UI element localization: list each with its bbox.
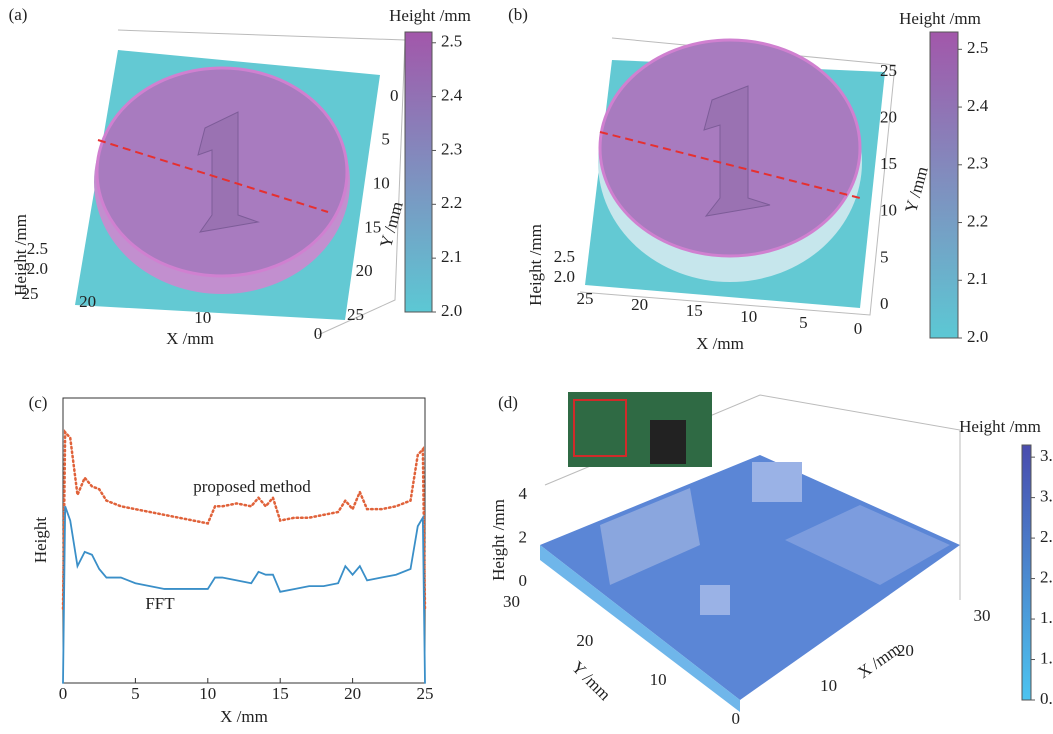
x-tick-label: 20 bbox=[344, 684, 361, 703]
colorbar-tick-label: 2.5 bbox=[441, 32, 462, 51]
x-tick-label: 5 bbox=[131, 684, 140, 703]
y-tick-label: 20 bbox=[880, 108, 897, 127]
colorbar-tick-label: 2.3 bbox=[967, 154, 988, 173]
colorbar-tick-label: 3.5 bbox=[1040, 446, 1053, 465]
series-line bbox=[63, 506, 425, 683]
plot-frame bbox=[63, 398, 425, 683]
pcb-render bbox=[540, 392, 960, 712]
x-axis-label: X /mm bbox=[854, 639, 904, 682]
x-tick-label: 0 bbox=[59, 684, 68, 703]
component bbox=[700, 585, 730, 615]
colorbar bbox=[405, 32, 432, 312]
x-tick-label: 15 bbox=[686, 301, 703, 320]
z-tick-label: 2.0 bbox=[27, 259, 48, 278]
y-tick-label: 30 bbox=[503, 592, 520, 611]
x-tick-label: 10 bbox=[820, 676, 837, 695]
colorbar-tick-label: 2.1 bbox=[441, 247, 462, 266]
z-axis-label: Height /mm bbox=[11, 214, 30, 296]
colorbar-tick-label: 2.3 bbox=[441, 139, 462, 158]
colorbar-tick-label: 2.4 bbox=[441, 86, 463, 105]
y-axis-label: Y /mm bbox=[376, 199, 407, 249]
x-axis-label: X /mm bbox=[696, 334, 744, 353]
z-tick-label: 0 bbox=[519, 571, 528, 590]
panel-label: (a) bbox=[9, 5, 28, 24]
colorbar bbox=[930, 32, 958, 338]
coin-render-b bbox=[580, 38, 895, 315]
colorbar-tick-label: 2.1 bbox=[967, 269, 988, 288]
panel-label: (b) bbox=[508, 5, 528, 24]
y-tick-label: 5 bbox=[880, 247, 889, 266]
z-tick-label: 4 bbox=[519, 484, 528, 503]
y-tick-label: 0 bbox=[880, 294, 889, 313]
y-tick-label: 25 bbox=[347, 305, 364, 324]
y-tick-label: 0 bbox=[732, 709, 741, 728]
series-label: proposed method bbox=[193, 477, 311, 496]
colorbar-tick-label: 2.5 bbox=[967, 38, 988, 57]
y-tick-label: 10 bbox=[880, 201, 897, 220]
y-tick-label: 10 bbox=[373, 174, 390, 193]
x-tick-label: 10 bbox=[199, 684, 216, 703]
y-tick-label: 5 bbox=[381, 130, 390, 149]
figure: (a)2520100X /mm0510152025Y /mm2.52.0Heig… bbox=[0, 0, 1053, 734]
x-tick-label: 0 bbox=[314, 324, 323, 343]
panel-label: (d) bbox=[498, 393, 518, 412]
colorbar-tick-label: 2.2 bbox=[967, 211, 988, 230]
x-tick-label: 25 bbox=[417, 684, 434, 703]
component bbox=[752, 462, 802, 502]
z-tick-label: 2 bbox=[519, 527, 528, 546]
colorbar-tick-label: 0.5 bbox=[1040, 689, 1053, 708]
x-tick-label: 0 bbox=[854, 319, 863, 338]
colorbar bbox=[1022, 445, 1031, 700]
x-tick-label: 10 bbox=[194, 308, 211, 327]
colorbar-tick-label: 2.5 bbox=[1040, 527, 1053, 546]
colorbar-tick-label: 3.0 bbox=[1040, 487, 1053, 506]
y-tick-label: 0 bbox=[390, 86, 399, 105]
panel-label: (c) bbox=[29, 393, 48, 412]
series-label: FFT bbox=[145, 594, 175, 613]
x-tick-label: 10 bbox=[740, 307, 757, 326]
y-tick-label: 10 bbox=[650, 670, 667, 689]
colorbar-title: Height /mm bbox=[959, 417, 1041, 436]
y-tick-label: 20 bbox=[576, 631, 593, 650]
y-tick-label: 15 bbox=[880, 154, 897, 173]
colorbar-tick-label: 2.2 bbox=[441, 193, 462, 212]
z-tick-label: 2.0 bbox=[554, 267, 575, 286]
x-axis-label: X /mm bbox=[166, 329, 214, 348]
x-tick-label: 30 bbox=[974, 606, 991, 625]
inset-part bbox=[650, 420, 686, 464]
z-axis-label: Height /mm bbox=[489, 499, 508, 581]
z-tick-label: 2.5 bbox=[554, 247, 575, 266]
x-tick-label: 15 bbox=[272, 684, 289, 703]
colorbar-tick-label: 2.0 bbox=[441, 301, 462, 320]
y-tick-label: 20 bbox=[356, 261, 373, 280]
colorbar-title: Height /mm bbox=[899, 9, 981, 28]
z-tick-label: 2.5 bbox=[27, 239, 48, 258]
colorbar-tick-label: 2.4 bbox=[967, 96, 989, 115]
z-axis-label: Height /mm bbox=[526, 224, 545, 306]
x-axis-label: X /mm bbox=[220, 707, 268, 726]
y-axis-label: Y /mm bbox=[568, 658, 615, 705]
x-tick-label: 20 bbox=[631, 295, 648, 314]
coin-render-a bbox=[75, 30, 405, 335]
x-tick-label: 20 bbox=[79, 292, 96, 311]
x-tick-label: 25 bbox=[577, 289, 594, 308]
colorbar-tick-label: 1.0 bbox=[1040, 648, 1053, 667]
y-axis-label: Y /mm bbox=[901, 164, 932, 214]
colorbar-tick-label: 2.0 bbox=[967, 327, 988, 346]
colorbar-title: Height /mm bbox=[389, 6, 471, 25]
x-tick-label: 5 bbox=[799, 313, 808, 332]
colorbar-tick-label: 1.5 bbox=[1040, 608, 1053, 627]
y-tick-label: 25 bbox=[880, 61, 897, 80]
colorbar-tick-label: 2.0 bbox=[1040, 567, 1053, 586]
board bbox=[540, 455, 960, 700]
y-axis-label: Height bbox=[31, 517, 50, 564]
